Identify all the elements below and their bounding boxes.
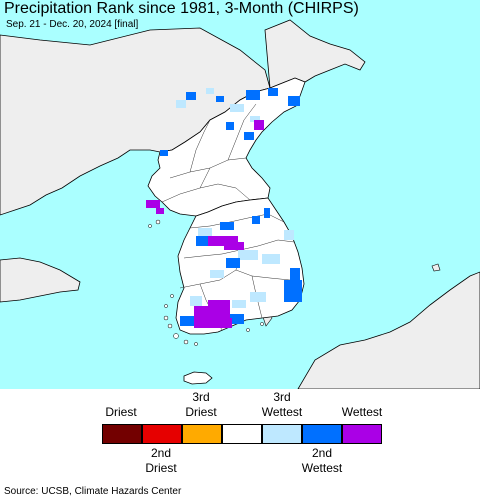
japan-landmass: [297, 271, 480, 389]
legend-label-3rd-wettest-line2: Wettest: [261, 405, 303, 419]
internal-borders: [161, 103, 303, 331]
legend-label-2nd-wettest-line1: 2nd: [311, 446, 333, 460]
legend-swatch-2nd-driest: [142, 424, 182, 444]
jeju-island: [183, 371, 213, 385]
legend-label-3rd-driest-line1: 3rd: [192, 390, 210, 404]
legend-label-wettest: Wettest: [334, 405, 390, 420]
legend-label-3rd-driest-line2: Driest: [185, 405, 217, 419]
third-wettest-areas: [176, 88, 294, 308]
wettest-areas: [146, 120, 264, 328]
legend-swatch-wettest: [342, 424, 382, 444]
oki-island: [431, 263, 441, 272]
legend-label-2nd-wettest-line2: Wettest: [301, 461, 343, 475]
legend-swatch-3rd-driest: [182, 424, 222, 444]
map-title: Precipitation Rank since 1981, 3-Month (…: [4, 0, 359, 17]
source-credit: Source: UCSB, Climate Hazards Center: [4, 486, 182, 497]
legend-label-3rd-driest: 3rd Driest: [176, 390, 226, 420]
legend-swatch-2nd-wettest: [302, 424, 342, 444]
legend-label-driest: Driest: [96, 405, 146, 420]
legend-swatch-normal: [222, 424, 262, 444]
shandong-peninsula: [0, 257, 81, 303]
north-korea: [147, 77, 306, 217]
legend-label-2nd-driest: 2nd Driest: [136, 446, 186, 476]
legend-label-2nd-wettest: 2nd Wettest: [294, 446, 350, 476]
legend-label-2nd-driest-line2: Driest: [145, 461, 177, 475]
legend-label-driest-line1: Driest: [105, 405, 137, 419]
legend-swatch-3rd-wettest: [262, 424, 302, 444]
second-wettest-areas: [160, 88, 302, 326]
legend-label-2nd-driest-line1: 2nd: [150, 446, 172, 460]
coastal-islets: [148, 219, 264, 346]
legend-swatch-driest: [102, 424, 142, 444]
legend-label-3rd-wettest: 3rd Wettest: [254, 390, 310, 420]
precipitation-rank-map: [0, 0, 480, 389]
map-subtitle: Sep. 21 - Dec. 20, 2024 [final]: [6, 19, 139, 30]
legend-label-3rd-wettest-line1: 3rd: [273, 390, 291, 404]
legend-label-wettest-line1: Wettest: [341, 405, 383, 419]
